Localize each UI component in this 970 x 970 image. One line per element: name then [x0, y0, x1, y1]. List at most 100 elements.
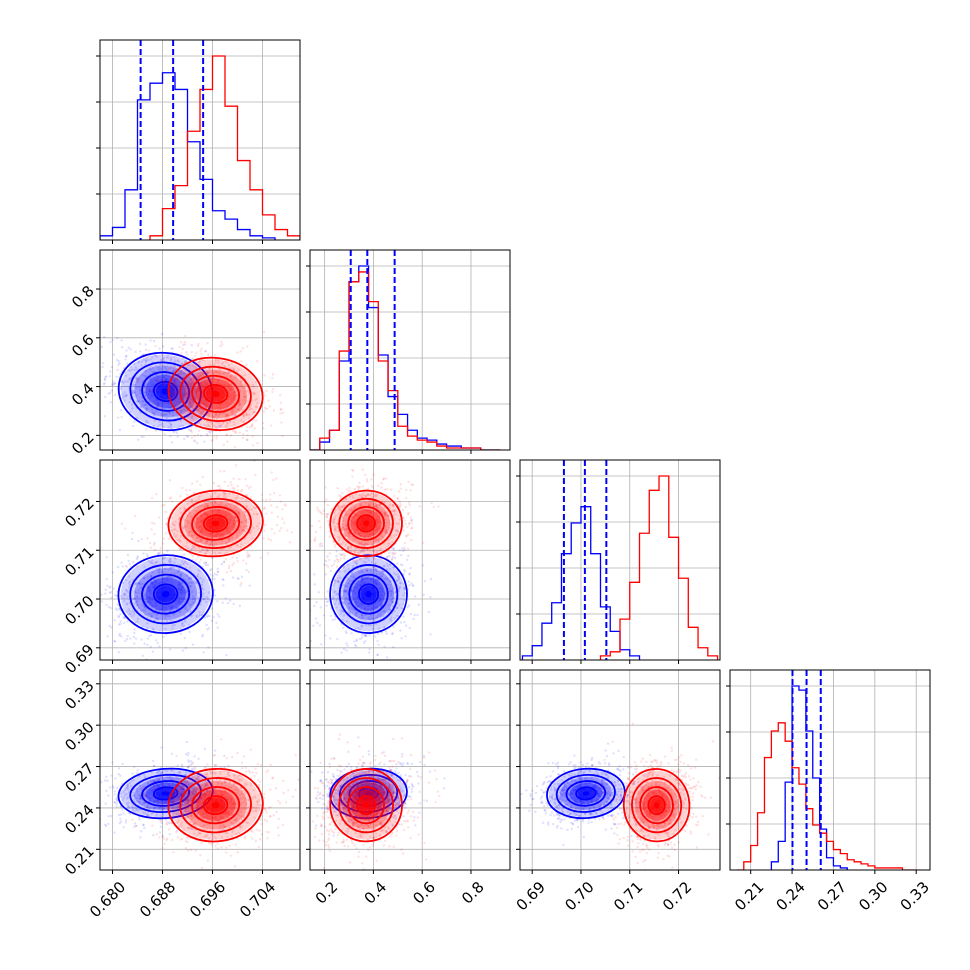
scatter-point: [310, 524, 314, 528]
scatter-point: [109, 391, 112, 394]
scatter-point: [208, 370, 211, 374]
scatter-point: [172, 411, 175, 415]
scatter-point: [197, 392, 200, 396]
scatter-point: [168, 579, 171, 582]
scatter-point: [376, 653, 380, 656]
scatter-point: [143, 385, 147, 388]
scatter-point: [162, 357, 165, 361]
scatter-point: [281, 434, 284, 438]
scatter-point: [212, 435, 216, 438]
scatter-point: [185, 488, 188, 492]
scatter-point: [165, 378, 168, 381]
scatter-point: [156, 401, 160, 404]
scatter-point: [199, 424, 202, 427]
scatter-point: [190, 377, 193, 380]
scatter-point: [181, 586, 184, 589]
scatter-point: [200, 515, 204, 519]
scatter-point: [182, 553, 186, 556]
scatter-point: [169, 423, 173, 426]
scatter-point: [375, 506, 378, 509]
scatter-point: [193, 525, 197, 528]
scatter-point: [213, 588, 216, 592]
scatter-point: [254, 399, 257, 402]
scatter-point: [401, 564, 404, 567]
scatter-point: [366, 577, 369, 580]
panel-2-1: [306, 459, 511, 664]
scatter-point: [186, 609, 189, 612]
scatter-point: [156, 403, 159, 407]
scatter-point: [233, 401, 236, 405]
scatter-point: [395, 614, 399, 618]
scatter-point: [169, 406, 173, 409]
scatter-point: [377, 540, 381, 544]
scatter-point: [253, 410, 256, 414]
scatter-point: [198, 591, 201, 594]
scatter-point: [242, 415, 245, 418]
scatter-point: [162, 557, 165, 561]
scatter-point: [202, 517, 206, 520]
scatter-point: [383, 511, 386, 514]
scatter-point: [246, 554, 249, 557]
scatter-point: [106, 779, 109, 783]
scatter-point: [364, 495, 368, 498]
scatter-point: [166, 549, 169, 553]
scatter-point: [231, 410, 235, 414]
scatter-point: [190, 416, 193, 419]
scatter-point: [317, 508, 320, 512]
scatter-point: [188, 399, 191, 403]
scatter-point: [222, 443, 225, 447]
scatter-point: [129, 377, 132, 380]
scatter-point: [114, 594, 117, 597]
scatter-point: [187, 521, 190, 525]
scatter-point: [149, 339, 152, 342]
scatter-point: [122, 812, 125, 815]
scatter-point: [184, 397, 188, 401]
scatter-point: [347, 582, 351, 585]
scatter-point: [381, 570, 385, 573]
scatter-point: [396, 578, 399, 582]
scatter-point: [229, 387, 233, 390]
scatter-point: [162, 375, 166, 379]
scatter-point: [105, 775, 108, 779]
scatter-point: [284, 504, 287, 507]
scatter-point: [366, 487, 370, 490]
scatter-point: [337, 506, 340, 510]
scatter-point: [96, 621, 98, 623]
scatter-point: [391, 604, 395, 608]
scatter-point: [376, 538, 379, 542]
scatter-point: [385, 521, 389, 524]
scatter-point: [184, 590, 187, 593]
scatter-point: [179, 563, 182, 567]
scatter-point: [179, 372, 182, 375]
scatter-point: [182, 562, 185, 565]
scatter-point: [366, 508, 369, 512]
scatter-point: [360, 508, 364, 511]
scatter-point: [278, 494, 282, 497]
scatter-point: [159, 551, 162, 554]
scatter-point: [202, 587, 205, 591]
scatter-point: [243, 510, 247, 513]
scatter-point: [201, 401, 205, 405]
scatter-point: [342, 552, 346, 555]
scatter-point: [124, 593, 128, 596]
scatter-point: [245, 525, 249, 528]
scatter-point: [109, 370, 112, 373]
scatter-point: [329, 637, 332, 640]
scatter-point: [344, 524, 347, 527]
scatter-point: [125, 362, 129, 365]
scatter-point: [280, 408, 283, 411]
scatter-point: [157, 802, 160, 805]
scatter-point: [245, 425, 249, 429]
scatter-point: [169, 496, 173, 499]
scatter-point: [170, 365, 173, 369]
scatter-point: [167, 821, 171, 825]
scatter-point: [241, 454, 243, 456]
scatter-point: [199, 558, 202, 561]
scatter-point: [232, 561, 235, 565]
scatter-point: [376, 518, 379, 522]
scatter-point: [179, 411, 182, 414]
scatter-point: [389, 589, 392, 592]
scatter-point: [375, 523, 379, 526]
scatter-point: [251, 537, 255, 540]
scatter-point: [202, 578, 205, 582]
